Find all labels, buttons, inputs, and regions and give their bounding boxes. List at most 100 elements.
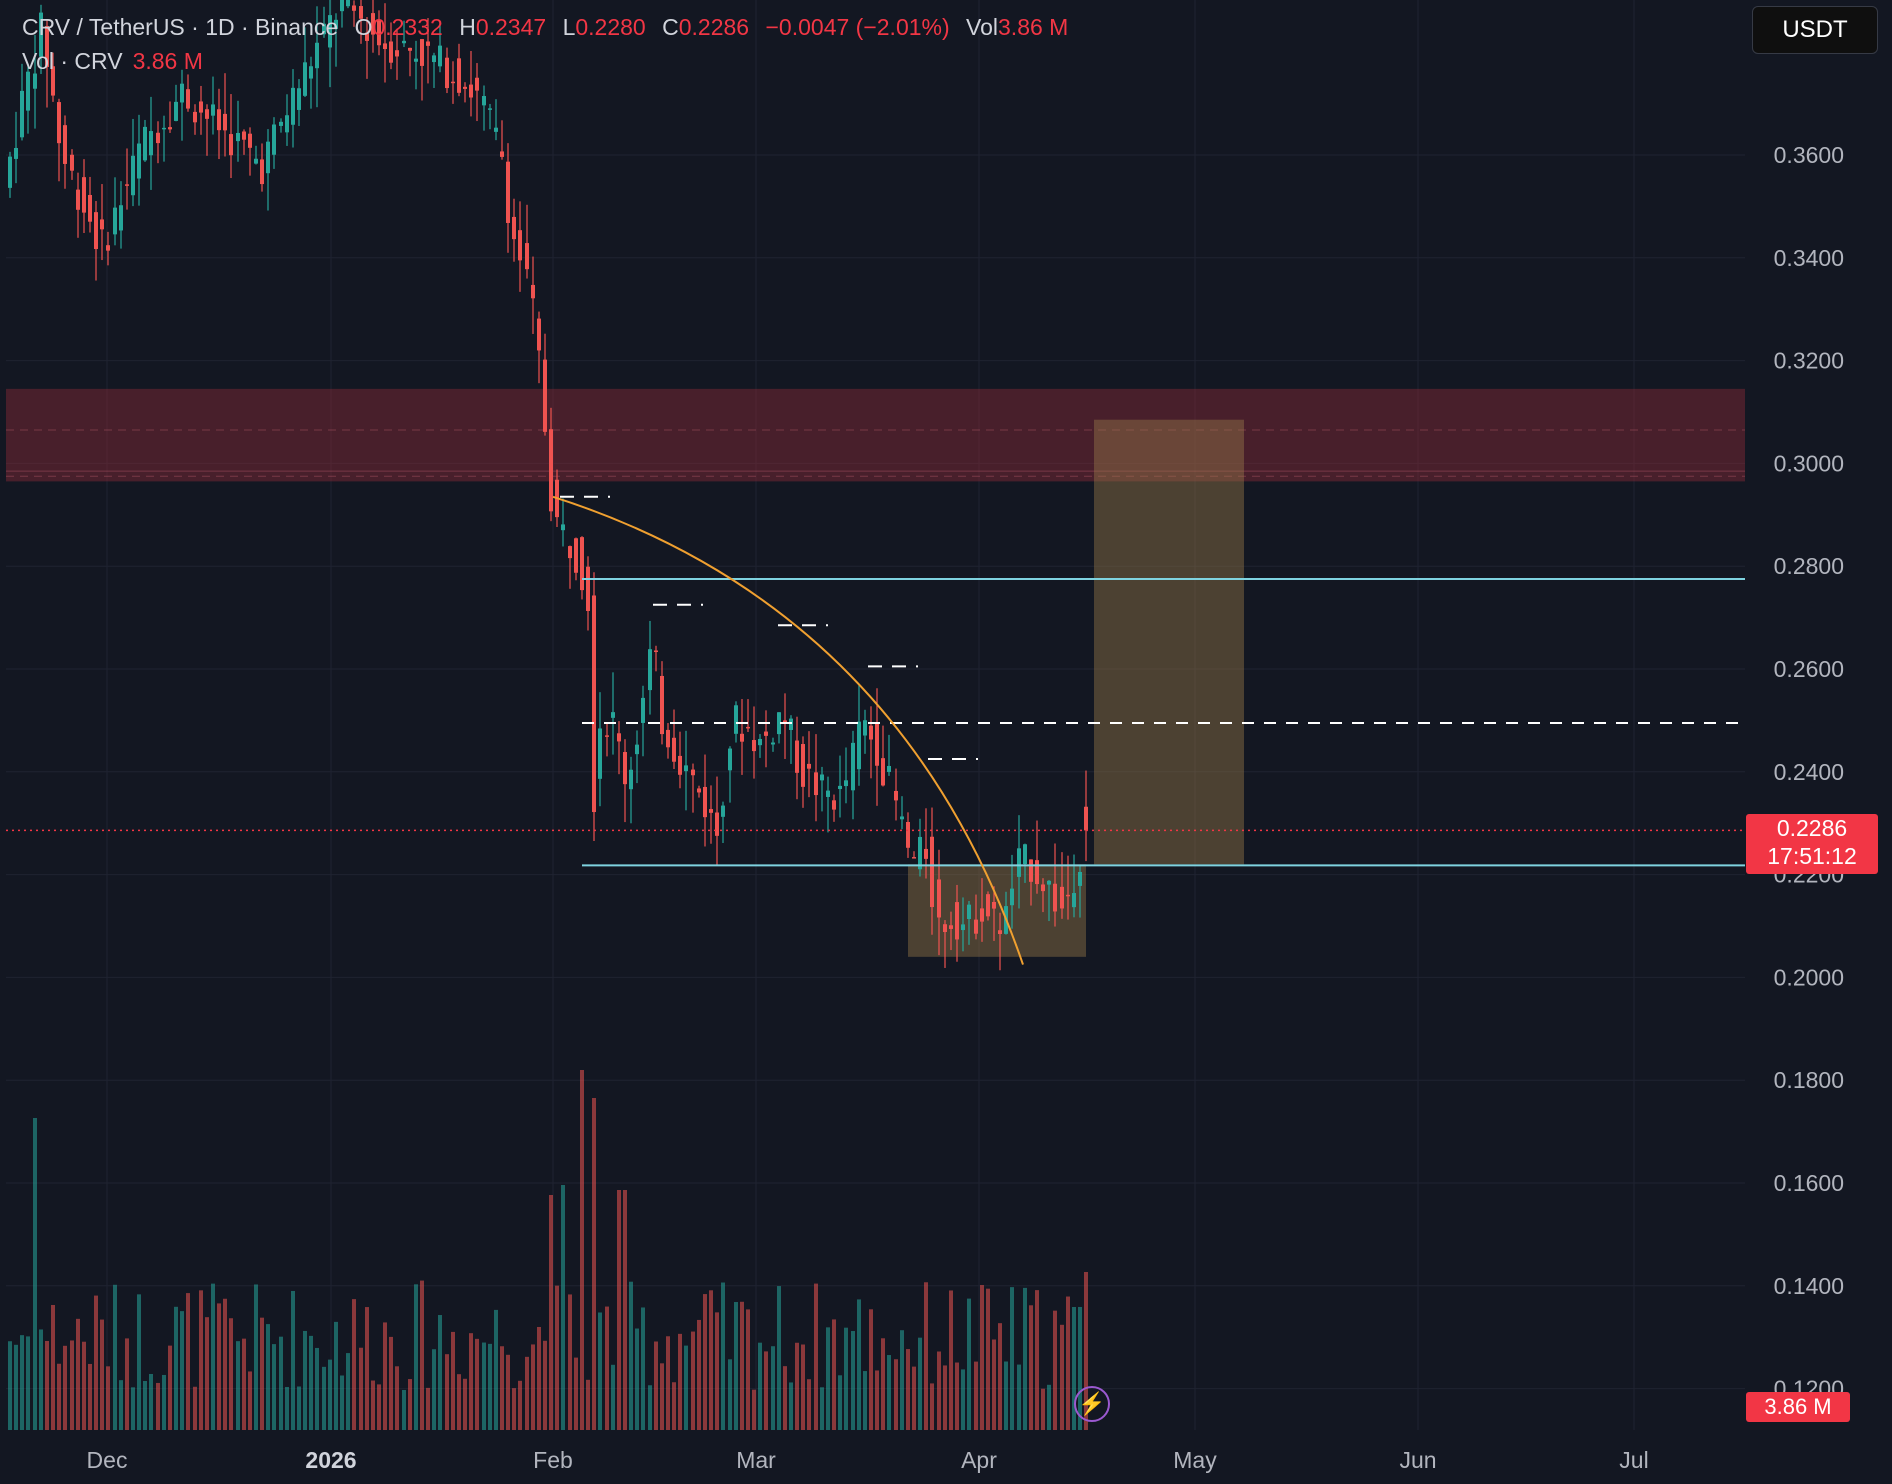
volume-bar bbox=[660, 1363, 664, 1430]
volume-bar bbox=[924, 1282, 928, 1430]
volume-bar bbox=[119, 1380, 123, 1430]
candle-body bbox=[851, 742, 855, 791]
candle-body bbox=[752, 740, 756, 752]
candle-body bbox=[684, 765, 688, 772]
candle-body bbox=[469, 84, 473, 98]
candle-body bbox=[162, 127, 166, 130]
candle-body bbox=[906, 821, 910, 848]
candle-body bbox=[623, 752, 627, 785]
candle-body bbox=[199, 101, 203, 113]
volume-bar bbox=[297, 1386, 301, 1430]
candle-body bbox=[869, 725, 873, 740]
candle-body bbox=[143, 126, 147, 161]
symbol-title[interactable]: CRV / TetherUS · 1D · Binance bbox=[22, 14, 339, 40]
open-value: 0.2332 bbox=[372, 14, 443, 40]
currency-button[interactable]: USDT bbox=[1752, 6, 1878, 54]
candle-body bbox=[930, 836, 934, 908]
candle-body bbox=[113, 207, 117, 235]
candle-body bbox=[174, 101, 178, 121]
candle-body bbox=[377, 20, 381, 46]
candle-body bbox=[88, 194, 92, 222]
candle-body bbox=[309, 66, 313, 79]
current-price-tag: 0.2286 17:51:12 bbox=[1746, 814, 1878, 874]
high-label: H bbox=[459, 14, 476, 40]
candle-body bbox=[820, 774, 824, 781]
volume-bar bbox=[561, 1185, 565, 1430]
candle-body bbox=[131, 155, 135, 196]
volume-bar bbox=[39, 1329, 43, 1430]
price-axis-label: 0.2600 bbox=[1774, 656, 1844, 682]
volume-bar bbox=[193, 1386, 197, 1430]
volume-bar bbox=[63, 1345, 67, 1430]
candle-body bbox=[592, 595, 596, 813]
volume-bar bbox=[801, 1344, 805, 1430]
volume-bar bbox=[1053, 1310, 1057, 1430]
volume-bar bbox=[894, 1359, 898, 1430]
lightning-icon[interactable]: ⚡ bbox=[1074, 1386, 1110, 1422]
close-value: 0.2286 bbox=[678, 14, 750, 40]
candle-body bbox=[39, 12, 43, 57]
volume-bar bbox=[242, 1338, 246, 1430]
price-axis-label: 0.2000 bbox=[1774, 964, 1844, 990]
candle-body bbox=[666, 729, 670, 748]
candle-body bbox=[137, 143, 141, 179]
target-box bbox=[1094, 419, 1244, 865]
volume-bar bbox=[199, 1290, 203, 1430]
volume-bar bbox=[531, 1344, 535, 1430]
volume-bar bbox=[1060, 1324, 1064, 1430]
volume-bar bbox=[334, 1321, 338, 1430]
candle-body bbox=[414, 58, 418, 62]
volume-bar bbox=[967, 1298, 971, 1430]
volume-bar bbox=[611, 1364, 615, 1430]
volume-bar bbox=[568, 1294, 572, 1430]
candle-body bbox=[531, 284, 535, 299]
volume-bar bbox=[76, 1318, 80, 1430]
candle-body bbox=[525, 243, 529, 270]
volume-bar bbox=[365, 1307, 369, 1430]
candle-body bbox=[383, 43, 387, 50]
candle-body bbox=[900, 816, 904, 820]
volume-indicator-title[interactable]: Vol · CRV bbox=[22, 48, 123, 74]
volume-bar bbox=[303, 1330, 307, 1430]
price-axis-label: 0.1400 bbox=[1774, 1273, 1844, 1299]
volume-bar bbox=[383, 1322, 387, 1430]
candle-body bbox=[359, 6, 363, 19]
candle-body bbox=[937, 879, 941, 918]
volume-bar bbox=[1047, 1384, 1051, 1430]
candle-body bbox=[758, 738, 762, 746]
candle-body bbox=[445, 57, 449, 89]
candle-body bbox=[1017, 848, 1021, 877]
candle-body bbox=[629, 769, 633, 790]
volume-bar bbox=[918, 1337, 922, 1430]
volume-bar bbox=[100, 1319, 104, 1430]
candle-body bbox=[967, 904, 971, 920]
volume-bar bbox=[125, 1338, 129, 1430]
vol-value: 3.86 M bbox=[998, 14, 1069, 40]
candle-body bbox=[223, 113, 227, 131]
volume-bar bbox=[500, 1346, 504, 1430]
volume-bar bbox=[236, 1341, 240, 1430]
volume-bar bbox=[900, 1330, 904, 1430]
volume-bar bbox=[777, 1286, 781, 1430]
volume-bar bbox=[309, 1335, 313, 1430]
candle-body bbox=[371, 13, 375, 35]
open-label: O bbox=[354, 14, 373, 40]
volume-bar bbox=[211, 1283, 215, 1430]
candle-body bbox=[217, 109, 221, 131]
volume-bar bbox=[672, 1382, 676, 1430]
candle-body bbox=[340, 0, 344, 12]
volume-bar bbox=[574, 1357, 578, 1430]
candle-body bbox=[205, 109, 209, 119]
volume-indicator-value: 3.86 M bbox=[132, 48, 203, 74]
candle-body bbox=[943, 924, 947, 933]
candle-body bbox=[82, 177, 86, 213]
volume-bar bbox=[457, 1374, 461, 1430]
candle-body bbox=[45, 26, 49, 67]
volume-bar bbox=[359, 1347, 363, 1430]
candle-body bbox=[924, 848, 928, 859]
volume-bar bbox=[1023, 1287, 1027, 1430]
candle-body bbox=[857, 721, 861, 770]
volume-bar bbox=[88, 1363, 92, 1430]
time-axis: Dec 2026 Feb Mar Apr May Jun Jul bbox=[87, 1447, 1649, 1473]
